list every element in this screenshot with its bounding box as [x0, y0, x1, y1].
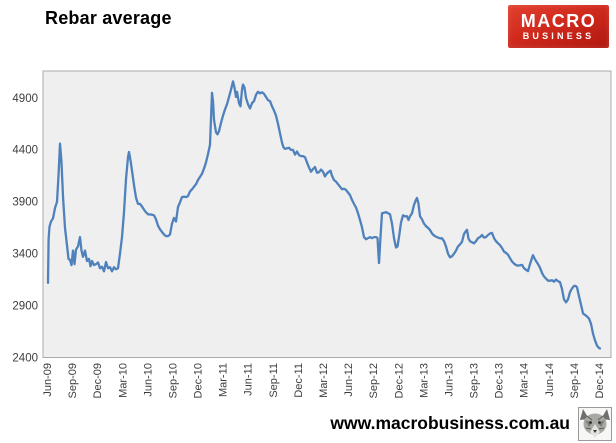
- x-tick-label: Dec-13: [494, 363, 506, 398]
- wolf-icon: [578, 407, 612, 441]
- x-tick-label: Jun-10: [142, 363, 154, 397]
- y-tick-label: 3400: [12, 249, 38, 261]
- logo-text-business: BUSINESS: [522, 30, 595, 41]
- y-tick-label: 2400: [12, 352, 38, 364]
- x-tick-label: Dec-10: [193, 363, 205, 398]
- y-tick-label: 2900: [12, 300, 38, 312]
- x-tick-label: Dec-11: [293, 363, 305, 398]
- website-url: www.macrobusiness.com.au: [330, 413, 570, 433]
- x-tick-label: Jun-14: [544, 363, 556, 397]
- x-tick-label: Jun-11: [243, 363, 255, 396]
- y-tick-label: 4400: [12, 145, 38, 157]
- plot-area: [42, 70, 612, 358]
- chart-title: Rebar average: [45, 8, 172, 28]
- logo-text-macro: MACRO: [520, 10, 597, 31]
- macrobusiness-logo: MACRO BUSINESS: [508, 5, 609, 48]
- x-tick-label: Jun-13: [444, 363, 456, 397]
- x-tick-label: Sep-10: [168, 363, 180, 398]
- x-tick-label: Jun-09: [42, 363, 54, 397]
- x-tick-label: Mar-10: [117, 363, 129, 398]
- x-tick-label: Mar-14: [519, 363, 531, 398]
- x-tick-label: Dec-09: [92, 363, 104, 398]
- x-tick-label: Sep-09: [67, 363, 79, 398]
- x-tick-label: Dec-14: [594, 363, 606, 398]
- x-tick-label: Sep-12: [368, 363, 380, 398]
- x-tick-label: Mar-13: [418, 363, 430, 398]
- x-tick-label: Sep-11: [268, 363, 280, 398]
- y-tick-label: 4900: [12, 93, 38, 105]
- x-tick-label: Dec-12: [393, 363, 405, 398]
- x-tick-label: Sep-14: [569, 363, 581, 398]
- x-tick-label: Mar-12: [318, 363, 330, 398]
- rebar-price-line: [46, 80, 602, 350]
- y-tick-label: 3900: [12, 197, 38, 209]
- x-tick-label: Mar-11: [218, 363, 230, 397]
- x-tick-label: Sep-13: [469, 363, 481, 398]
- x-tick-label: Jun-12: [343, 363, 355, 397]
